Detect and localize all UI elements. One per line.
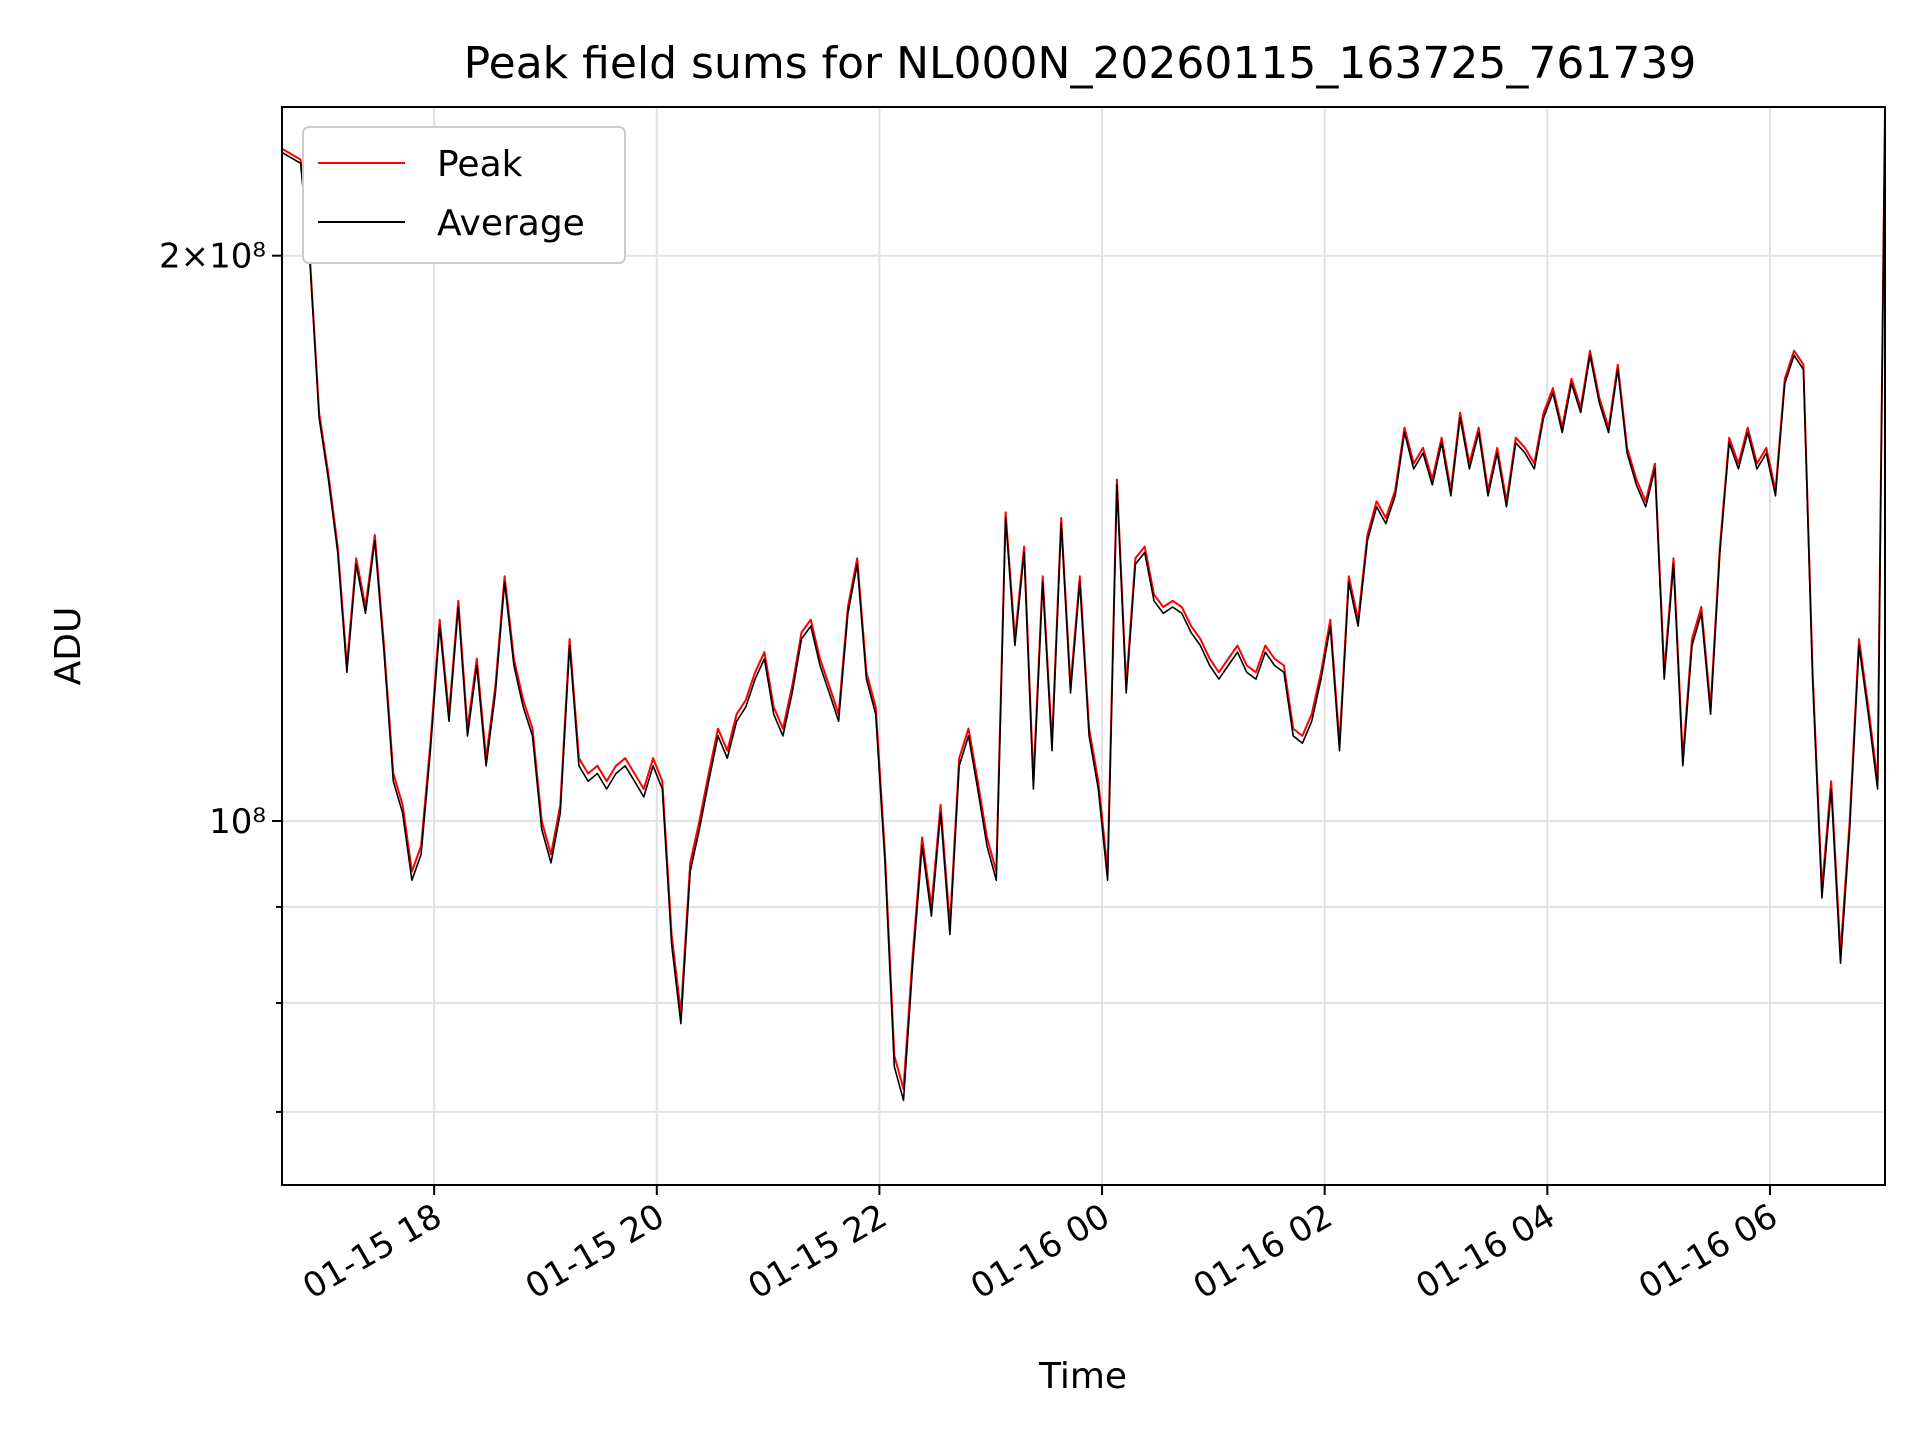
x-axis-label: Time bbox=[1038, 1356, 1127, 1397]
x-axis: 01-15 18 01-15 20 01-15 22 01-16 00 01-16 02… bbox=[296, 1185, 1784, 1307]
y-tick-label: 2×10⁸ bbox=[159, 237, 266, 277]
plot-frame bbox=[281, 106, 1886, 1186]
y-axis: 10⁸ 2×10⁸ bbox=[159, 237, 282, 1113]
x-tick-label: 01-16 02 bbox=[1187, 1196, 1339, 1307]
x-tick-label: 01-15 20 bbox=[519, 1196, 671, 1307]
series-line-average bbox=[281, 110, 1886, 1102]
legend: Peak Average bbox=[302, 126, 626, 264]
legend-label-average: Average bbox=[437, 203, 585, 244]
y-axis-label: ADU bbox=[48, 607, 89, 686]
x-tick-label: 01-16 06 bbox=[1632, 1196, 1784, 1307]
x-tick-label: 01-16 04 bbox=[1409, 1196, 1561, 1307]
series-lines bbox=[281, 106, 1886, 1102]
y-tick-label: 10⁸ bbox=[209, 802, 266, 842]
chart-title: Peak field sums for NL000N_20260115_1637… bbox=[464, 38, 1697, 89]
x-tick-label: 01-16 00 bbox=[964, 1196, 1116, 1307]
x-tick-label: 01-15 18 bbox=[296, 1196, 448, 1307]
x-tick-label: 01-15 22 bbox=[742, 1196, 894, 1307]
legend-label-peak: Peak bbox=[437, 144, 523, 185]
legend-box bbox=[302, 126, 626, 264]
